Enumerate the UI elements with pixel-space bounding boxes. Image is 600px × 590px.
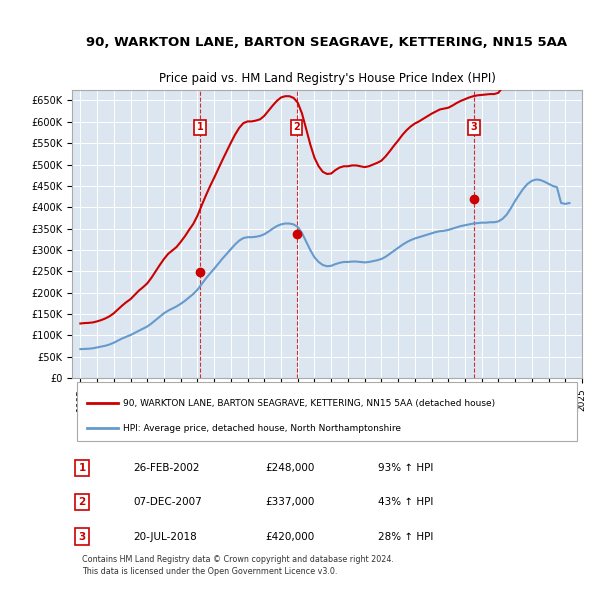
Text: 93% ↑ HPI: 93% ↑ HPI — [378, 463, 433, 473]
Text: Price paid vs. HM Land Registry's House Price Index (HPI): Price paid vs. HM Land Registry's House … — [158, 72, 496, 85]
Text: 90, WARKTON LANE, BARTON SEAGRAVE, KETTERING, NN15 5AA (detached house): 90, WARKTON LANE, BARTON SEAGRAVE, KETTE… — [123, 399, 495, 408]
FancyBboxPatch shape — [77, 382, 577, 441]
Text: 3: 3 — [79, 532, 86, 542]
Text: 2: 2 — [293, 122, 300, 132]
Text: 2: 2 — [79, 497, 86, 507]
Text: 07-DEC-2007: 07-DEC-2007 — [133, 497, 202, 507]
Text: 90, WARKTON LANE, BARTON SEAGRAVE, KETTERING, NN15 5AA: 90, WARKTON LANE, BARTON SEAGRAVE, KETTE… — [86, 36, 568, 49]
Text: 28% ↑ HPI: 28% ↑ HPI — [378, 532, 433, 542]
Text: £248,000: £248,000 — [266, 463, 315, 473]
Text: 3: 3 — [471, 122, 478, 132]
Text: 20-JUL-2018: 20-JUL-2018 — [133, 532, 197, 542]
Text: Contains HM Land Registry data © Crown copyright and database right 2024.: Contains HM Land Registry data © Crown c… — [82, 555, 394, 564]
Text: 1: 1 — [197, 122, 203, 132]
Text: £420,000: £420,000 — [266, 532, 315, 542]
Text: 26-FEB-2002: 26-FEB-2002 — [133, 463, 200, 473]
Text: 1: 1 — [79, 463, 86, 473]
Text: This data is licensed under the Open Government Licence v3.0.: This data is licensed under the Open Gov… — [82, 566, 338, 575]
Text: 43% ↑ HPI: 43% ↑ HPI — [378, 497, 433, 507]
Text: HPI: Average price, detached house, North Northamptonshire: HPI: Average price, detached house, Nort… — [123, 424, 401, 432]
Text: £337,000: £337,000 — [266, 497, 315, 507]
